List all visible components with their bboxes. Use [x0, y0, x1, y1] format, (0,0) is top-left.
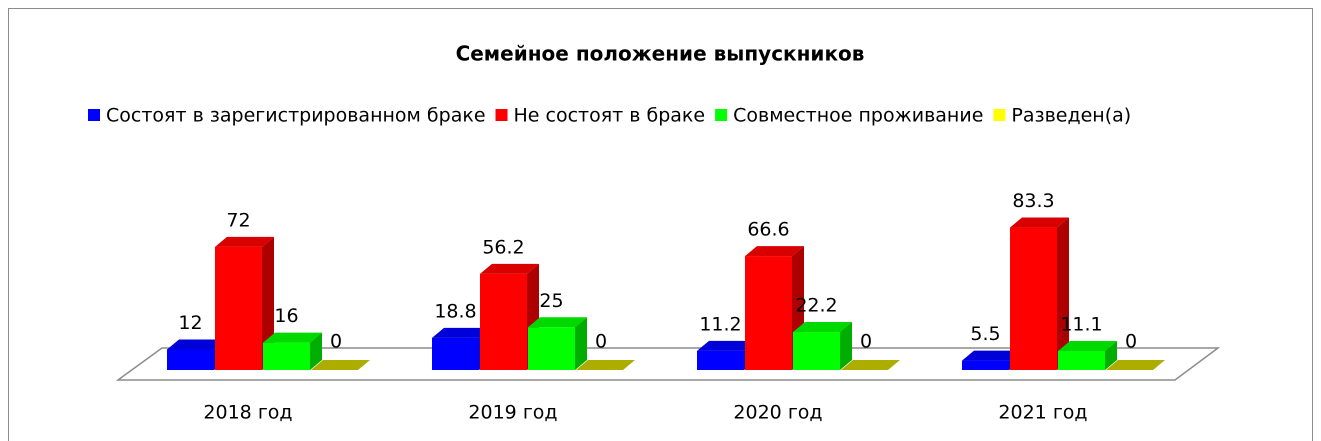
- bar: [1010, 217, 1069, 370]
- bar: [215, 236, 274, 370]
- bar-front: [745, 256, 792, 370]
- x-tick-label: 2018 год: [203, 402, 292, 424]
- data-label: 12: [178, 312, 202, 334]
- bar-front: [697, 350, 744, 370]
- x-tick-label: 2021 год: [998, 402, 1087, 424]
- legend-swatch: [993, 109, 1006, 121]
- bar: [1106, 360, 1165, 370]
- bar: [745, 246, 804, 370]
- data-label: 56.2: [482, 236, 524, 258]
- legend-label: Совместное проживание: [733, 105, 983, 127]
- bar: [576, 360, 635, 370]
- data-label: 5.5: [970, 323, 1000, 345]
- data-label: 66.6: [747, 219, 789, 241]
- data-label: 18.8: [434, 300, 476, 322]
- bar-top: [167, 339, 226, 350]
- bar: [528, 317, 587, 370]
- x-tick-label: 2019 год: [468, 402, 557, 424]
- bar-top: [576, 360, 635, 370]
- bar-top: [745, 246, 804, 257]
- bar-top: [215, 236, 274, 247]
- bar-front: [793, 332, 840, 370]
- bar-side: [1057, 217, 1069, 370]
- bar-top: [432, 327, 491, 338]
- legend-swatch: [715, 109, 728, 121]
- bar: [311, 360, 370, 370]
- bar-front: [263, 342, 310, 370]
- legend-label: Не состоят в браке: [514, 105, 706, 127]
- bar-side: [1105, 341, 1117, 370]
- bar-top: [841, 360, 900, 370]
- bar-front: [215, 246, 262, 370]
- bar-side: [840, 322, 852, 370]
- bar-top: [1010, 217, 1069, 228]
- bar-top: [697, 340, 756, 351]
- bar-front: [167, 349, 214, 370]
- x-tick-label: 2020 год: [733, 402, 822, 424]
- bar-front: [528, 327, 575, 370]
- bar-front: [1058, 351, 1105, 370]
- data-label: 25: [539, 290, 563, 312]
- bar-top: [311, 360, 370, 370]
- data-label: 11.2: [699, 313, 741, 335]
- data-label: 16: [274, 305, 298, 327]
- data-label: 0: [595, 331, 607, 353]
- bar-front: [1010, 227, 1057, 370]
- data-label: 0: [860, 331, 872, 353]
- data-label: 11.1: [1060, 314, 1102, 336]
- data-label: 0: [330, 331, 342, 353]
- bar-side: [575, 317, 587, 370]
- bar: [1058, 341, 1117, 370]
- legend-label: Разведен(а): [1011, 105, 1131, 127]
- bar: [841, 360, 900, 370]
- bar-top: [1058, 341, 1117, 352]
- data-label: 22.2: [795, 295, 837, 317]
- bar-top: [263, 332, 322, 343]
- bar: [263, 332, 322, 370]
- data-label: 83.3: [1012, 190, 1054, 212]
- data-label: 0: [1125, 331, 1137, 353]
- bar-top: [793, 322, 852, 333]
- legend-swatch: [88, 109, 100, 121]
- bar-side: [310, 332, 322, 370]
- bar-front: [962, 360, 1009, 370]
- bar-front: [480, 273, 527, 370]
- bar: [480, 263, 539, 370]
- chart-title: Семейное положение выпускников: [456, 42, 865, 66]
- bar-top: [962, 350, 1021, 361]
- bar-top: [480, 263, 539, 274]
- floor: [115, 347, 1221, 381]
- bar-top: [528, 317, 587, 328]
- data-label: 72: [226, 209, 250, 231]
- legend-label: Состоят в зарегистрированном браке: [106, 105, 486, 127]
- bar: [793, 322, 852, 370]
- bar-top: [1106, 360, 1165, 370]
- legend-swatch: [495, 109, 508, 121]
- bar-front: [432, 337, 479, 370]
